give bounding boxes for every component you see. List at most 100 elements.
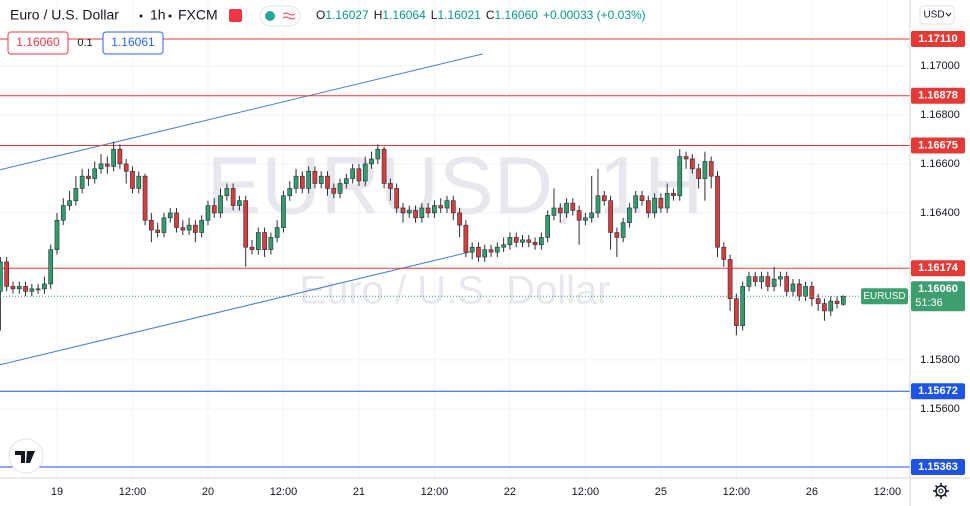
candle-body: [350, 168, 355, 179]
candle-body: [759, 276, 764, 282]
candle-body: [601, 195, 607, 201]
candle-body: [331, 188, 337, 194]
candle-body: [690, 158, 695, 170]
y-tick-label: 1.15600: [920, 403, 960, 415]
candle-body: [614, 232, 620, 238]
candle-body: [488, 249, 494, 253]
candle-body: [583, 217, 588, 221]
candle-body: [211, 205, 217, 214]
candle-body: [834, 300, 840, 304]
candle-body: [809, 286, 815, 299]
separator: [168, 14, 172, 18]
exchange: FXCM: [178, 7, 218, 23]
candle-body: [381, 148, 387, 184]
candle-body: [48, 249, 54, 285]
x-tick-label: 25: [655, 486, 667, 498]
candle-body: [708, 161, 714, 177]
candle-body: [803, 286, 808, 297]
candle-body: [104, 163, 110, 167]
candle-body: [432, 205, 437, 214]
sell-button[interactable]: [7, 31, 69, 55]
x-tick-label: 21: [353, 486, 365, 498]
candle-body: [677, 156, 683, 197]
chevron: [945, 12, 952, 17]
candle-body: [595, 195, 601, 214]
candle-body: [570, 202, 576, 211]
candle-body: [388, 183, 393, 189]
candle-body: [149, 219, 154, 231]
candle-body: [92, 168, 98, 179]
candle-body: [576, 210, 582, 221]
ohlc-key: C: [486, 8, 495, 22]
candle-body: [4, 261, 10, 287]
candle-body: [29, 288, 35, 292]
candle-body: [155, 229, 160, 233]
candle-body: [438, 205, 444, 209]
candle-body: [752, 276, 758, 282]
candle-body: [406, 210, 412, 214]
candle-body: [205, 205, 211, 221]
candle-body: [111, 148, 116, 167]
price-label: 1.16060: [918, 283, 958, 295]
candle-body: [551, 207, 557, 216]
candle-body: [86, 175, 91, 179]
candle-body: [526, 239, 532, 243]
candle-body: [255, 232, 261, 250]
candle-body: [249, 246, 255, 250]
candle-body: [476, 246, 481, 258]
candle-body: [362, 163, 368, 182]
ohlc-value: 1.16060: [495, 8, 539, 22]
toggle-dot: [265, 11, 275, 21]
candle-body: [545, 215, 551, 238]
candle-body: [35, 288, 41, 291]
buy-button[interactable]: [102, 31, 164, 55]
candle-body: [16, 286, 22, 290]
candle-body: [822, 303, 827, 312]
logo: [8, 438, 44, 474]
candle-body: [98, 163, 104, 170]
candle-body: [652, 197, 657, 214]
candle-body: [778, 276, 783, 280]
candle-body: [23, 286, 28, 292]
candle-body: [117, 148, 123, 165]
candle-body: [167, 212, 173, 219]
currency-button[interactable]: [919, 5, 955, 25]
candle-body: [444, 200, 450, 209]
x-tick-label: 12:00: [119, 486, 147, 498]
candle-body: [274, 227, 280, 238]
candle-body: [42, 283, 47, 290]
sell-price: 1.16060: [16, 35, 60, 49]
candle-body: [237, 200, 242, 206]
candle-body: [180, 227, 186, 231]
candle-body: [828, 300, 834, 312]
candle-body: [268, 237, 274, 250]
candle-body: [740, 286, 746, 326]
y-tick-label: 1.16400: [920, 207, 960, 219]
candle-body: [306, 170, 311, 189]
candle-body: [369, 158, 374, 165]
plot: [0, 38, 910, 468]
candle-body: [815, 298, 821, 304]
candle-body: [765, 276, 771, 287]
level-label: 1.16878: [918, 90, 958, 102]
candle-body: [224, 188, 230, 197]
candle-body: [507, 237, 513, 246]
level-badge: [911, 458, 965, 475]
settings[interactable]: [933, 483, 949, 499]
candle-body: [243, 200, 249, 248]
candle-body: [337, 183, 343, 194]
ohlc-value: 1.16064: [382, 8, 426, 22]
status-icon[interactable]: [229, 9, 242, 22]
candle-body: [784, 276, 790, 292]
y-tick-label: 1.16800: [920, 109, 960, 121]
candle-body: [721, 246, 727, 260]
candle-body: [0, 261, 3, 292]
candle-body: [520, 239, 525, 243]
candle-body: [318, 175, 324, 184]
candle-body: [413, 210, 418, 219]
y-tick-label: 1.17000: [920, 60, 960, 72]
level-badge: [911, 137, 965, 154]
x-tick-label: 12:00: [421, 486, 449, 498]
